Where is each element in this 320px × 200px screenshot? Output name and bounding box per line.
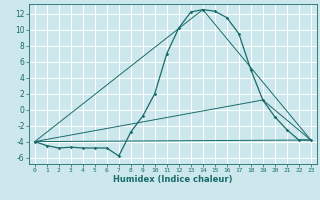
X-axis label: Humidex (Indice chaleur): Humidex (Indice chaleur) xyxy=(113,175,233,184)
